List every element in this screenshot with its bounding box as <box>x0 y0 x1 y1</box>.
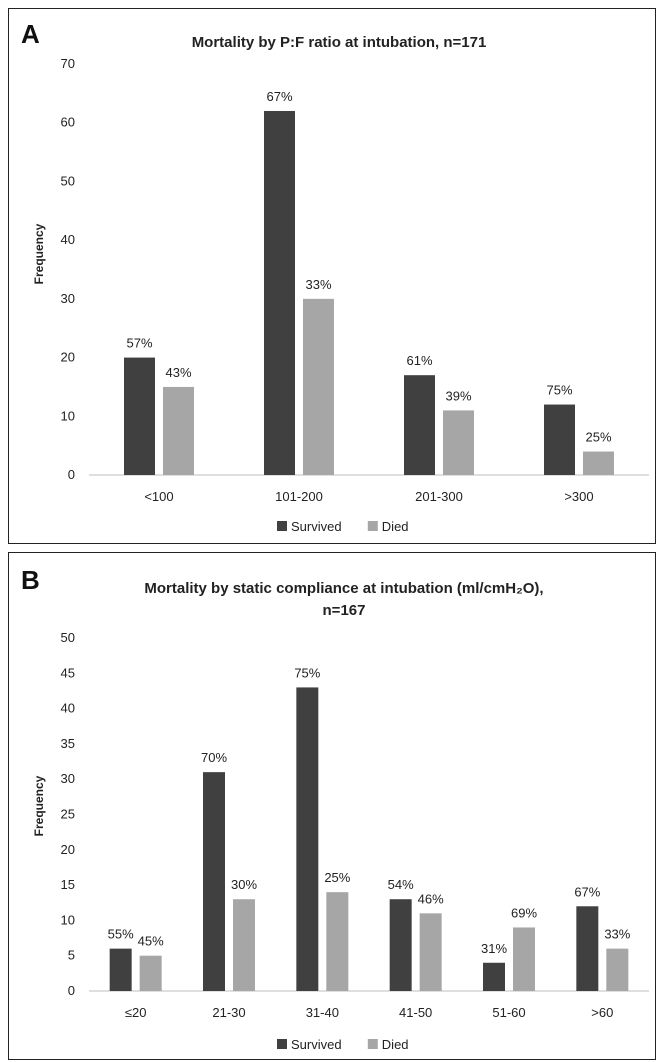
bar-died <box>233 899 255 991</box>
x-tick-label: 101-200 <box>275 489 323 504</box>
data-label: 33% <box>305 277 331 292</box>
chart-b-marks: 0 5 10 15 20 25 30 35 40 45 50 ≤20 55% 45% 21-30 70% 30%… <box>61 630 649 1052</box>
data-label: 31% <box>481 941 507 956</box>
bar-survived <box>404 375 435 475</box>
bar-died <box>583 451 614 475</box>
y-tick-label: 45 <box>61 665 75 680</box>
data-label: 69% <box>511 905 537 920</box>
x-tick-label: >60 <box>591 1005 613 1020</box>
y-tick-label: 10 <box>61 408 75 423</box>
y-tick-label: 40 <box>61 701 75 716</box>
legend-swatch <box>277 521 287 531</box>
data-label: 43% <box>165 365 191 380</box>
legend-label: Died <box>382 519 409 534</box>
bar-died <box>303 298 334 475</box>
y-axis-label: Frequency <box>32 223 46 284</box>
data-label: 67% <box>574 884 600 899</box>
chart-panel-b: B Mortality by static compliance at intu… <box>8 552 656 1060</box>
bar-died <box>419 913 442 991</box>
y-tick-label: 30 <box>61 771 75 786</box>
bar-survived <box>576 906 599 991</box>
y-tick-label: 0 <box>68 467 75 482</box>
data-label: 25% <box>585 430 611 445</box>
y-tick-label: 50 <box>61 630 75 645</box>
x-tick-label: >300 <box>564 489 593 504</box>
data-label: 61% <box>406 353 432 368</box>
y-tick-label: 35 <box>61 736 75 751</box>
chart-title: Mortality by static compliance at intuba… <box>144 580 543 597</box>
bar-survived <box>296 687 319 991</box>
bar-survived <box>124 357 155 475</box>
bar-survived <box>544 404 575 475</box>
data-label: 70% <box>201 750 227 765</box>
data-label: 54% <box>388 877 414 892</box>
y-tick-label: 70 <box>61 56 75 71</box>
bar-survived <box>203 772 225 991</box>
bar-died <box>606 948 629 991</box>
y-tick-label: 15 <box>61 877 75 892</box>
x-tick-label: 21-30 <box>212 1005 245 1020</box>
panel-letter: A <box>21 19 40 49</box>
bar-died <box>326 892 349 991</box>
x-tick-label: 51-60 <box>492 1005 525 1020</box>
bar-died <box>443 410 474 475</box>
data-label: 46% <box>418 891 444 906</box>
bar-died <box>163 386 194 475</box>
y-tick-label: 0 <box>68 983 75 998</box>
y-tick-label: 40 <box>61 232 75 247</box>
legend-swatch <box>277 1039 287 1049</box>
data-label: 39% <box>445 388 471 403</box>
bar-died <box>139 955 162 991</box>
y-tick-label: 20 <box>61 842 75 857</box>
y-tick-label: 10 <box>61 912 75 927</box>
data-label: 33% <box>604 927 630 942</box>
chart-a-svg: A Mortality by P:F ratio at intubation, … <box>21 19 649 534</box>
data-label: 45% <box>138 934 164 949</box>
panel-letter: B <box>21 565 40 595</box>
chart-subtitle: n=167 <box>323 602 366 619</box>
data-label: 30% <box>231 877 257 892</box>
data-label: 67% <box>266 89 292 104</box>
y-tick-label: 5 <box>68 948 75 963</box>
x-tick-label: <100 <box>144 489 173 504</box>
chart-a-marks: 0 10 20 30 40 50 60 70 <100 57% 43% 101-200 67% 33% 20… <box>61 56 649 534</box>
x-tick-label: 201-300 <box>415 489 463 504</box>
y-tick-label: 30 <box>61 291 75 306</box>
y-axis-label: Frequency <box>32 775 46 836</box>
chart-b-svg: B Mortality by static compliance at intu… <box>21 565 649 1052</box>
x-tick-label: 31-40 <box>306 1005 339 1020</box>
bar-died <box>513 927 535 991</box>
legend-swatch <box>367 1039 378 1049</box>
legend-label: Survived <box>291 519 342 534</box>
data-label: 55% <box>108 927 134 942</box>
data-label: 25% <box>324 870 350 885</box>
y-tick-label: 60 <box>61 115 75 130</box>
bar-survived <box>483 962 505 991</box>
chart-title: Mortality by P:F ratio at intubation, n=… <box>192 34 487 51</box>
x-tick-label: 41-50 <box>399 1005 432 1020</box>
data-label: 75% <box>546 383 572 398</box>
bar-survived <box>264 110 295 475</box>
legend-label: Died <box>382 1037 409 1052</box>
chart-panel-a: A Mortality by P:F ratio at intubation, … <box>8 8 656 544</box>
bar-survived <box>389 899 412 991</box>
x-tick-label: ≤20 <box>125 1005 147 1020</box>
data-label: 75% <box>294 665 320 680</box>
data-label: 57% <box>126 336 152 351</box>
legend-label: Survived <box>291 1037 342 1052</box>
bar-survived <box>109 948 132 991</box>
y-tick-label: 20 <box>61 350 75 365</box>
y-tick-label: 25 <box>61 807 75 822</box>
legend-swatch <box>367 521 378 531</box>
y-tick-label: 50 <box>61 173 75 188</box>
